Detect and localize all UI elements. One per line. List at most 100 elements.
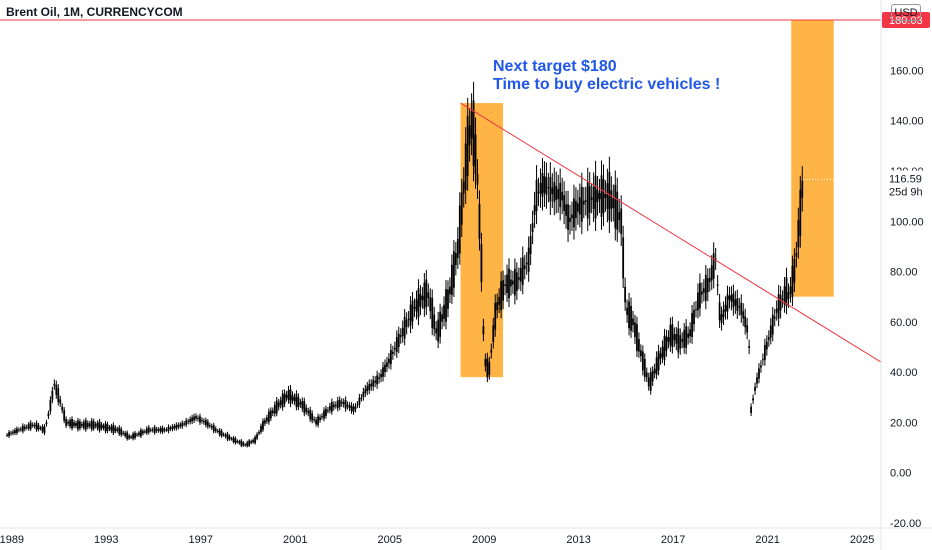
candle-body [49,399,52,412]
candle-body [27,424,30,429]
candle-body [29,422,32,429]
candle-body [553,182,556,202]
candle-body [204,420,207,426]
candle-body [659,353,662,360]
candle-body [126,432,129,439]
candle-body [181,422,184,427]
candle-body [372,380,375,387]
candle-body [10,432,12,434]
candle-body [138,432,140,435]
candle-body [393,347,396,350]
candle-body [185,420,188,425]
x-tick-label: 2025 [850,534,874,546]
candle-body [762,359,764,361]
candle-body [758,368,760,379]
candle-body [108,427,111,429]
last-price-label: 116.59 [889,174,922,186]
candle-body [533,205,536,215]
candle-body [573,198,575,228]
candle-body [775,308,778,313]
candle-body [795,252,798,257]
candle-body [354,406,357,410]
candle-body [752,398,754,401]
candle-body [173,426,176,429]
candle-body [90,420,93,430]
candle-body [683,330,686,348]
candle-body [773,316,776,319]
candle-body [395,337,398,352]
currency-button[interactable]: USD [891,4,921,21]
candle-body [492,325,495,343]
candle-body [543,176,546,193]
candle-body [228,436,231,440]
candle-body [195,416,197,419]
candle-body [506,274,508,294]
candle-body [777,294,780,319]
candle-body [218,430,221,435]
candle-body [504,284,506,286]
x-tick-label: 1989 [0,534,24,546]
y-tick-label: -20.00 [890,518,921,530]
candle-body [212,425,215,432]
candle-body [382,367,384,377]
candle-body [281,393,284,408]
candle-body [262,420,264,430]
candle-body [401,327,404,337]
candle-body [143,431,146,433]
candle-body [19,428,22,430]
candle-body [388,358,390,364]
candle-body [517,277,520,280]
candle-body [171,426,174,430]
candle-body [681,339,684,342]
candle-body [376,375,379,385]
candle-body [356,404,359,406]
candle-body [295,394,298,408]
candle-body [689,329,691,337]
candle-body [21,425,24,432]
candle-body [653,368,656,374]
candle-body [647,377,650,387]
candle-body [216,430,219,432]
candle-body [279,400,282,406]
candle-body [801,180,804,198]
candle-body [667,337,670,342]
candle-body [584,200,587,202]
candle-body [498,297,501,305]
price-axis[interactable]: -20.000.0020.0040.0060.0080.00100.00120.… [890,65,924,530]
time-axis[interactable]: 1989 1993 1997 2001 2005 2009 2013 2017 2021 2025 [0,534,874,546]
candle-body [565,204,567,216]
candle-body [521,257,524,285]
plot-area[interactable] [0,19,882,448]
candle-body [374,380,377,383]
candle-body [88,423,91,427]
candle-body [35,422,38,430]
candle-body [122,432,125,434]
candle-body [724,304,727,312]
annotation-line-2: Time to buy electric vehicles ! [493,76,721,93]
candle-body [344,400,347,409]
candle-body [750,406,752,414]
candle-body [348,405,351,408]
y-tick-label: 60.00 [890,317,918,329]
candle-body [311,413,314,421]
candle-body [470,111,473,139]
candle-body [33,424,36,427]
candle-body [462,181,465,194]
candle-body [141,431,144,434]
candle-body [687,333,690,338]
y-tick-label: 80.00 [890,267,918,279]
candle-body [405,319,408,328]
candle-body [305,407,308,412]
candle-body [675,334,678,344]
candle-body [384,364,386,372]
candle-body [161,427,164,433]
candle-body [594,175,597,219]
candle-body [248,440,251,446]
candle-body [655,357,658,375]
trendline [460,102,882,363]
candle-body [468,125,471,146]
candle-body [82,421,85,428]
candle-body [206,421,209,427]
